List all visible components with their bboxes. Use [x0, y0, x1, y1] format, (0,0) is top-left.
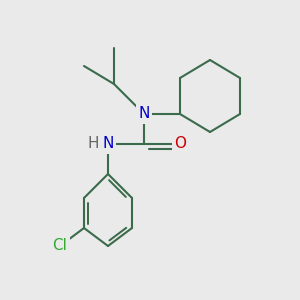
Text: O: O: [174, 136, 186, 152]
Text: Cl: Cl: [52, 238, 68, 253]
Text: N: N: [102, 136, 114, 152]
Text: N: N: [138, 106, 150, 122]
Text: H: H: [88, 136, 99, 152]
